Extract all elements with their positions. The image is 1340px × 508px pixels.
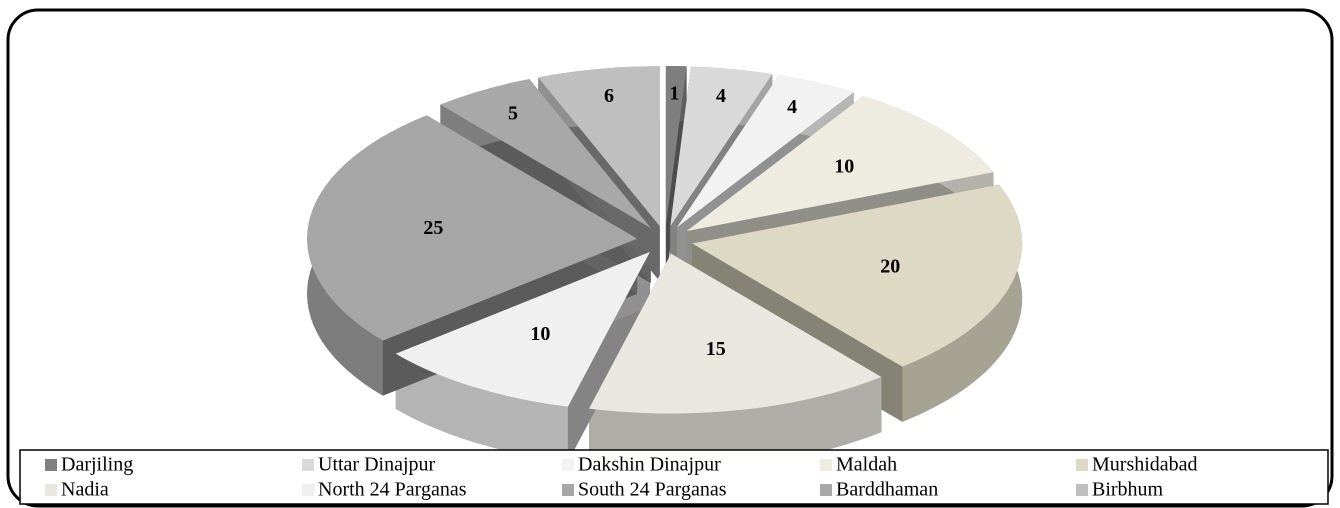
legend-label: Birbhum bbox=[1092, 479, 1164, 501]
legend-swatch bbox=[562, 459, 574, 471]
slice-tops bbox=[307, 66, 1023, 414]
legend-swatch bbox=[562, 484, 574, 496]
legend-label: Nadia bbox=[61, 479, 109, 501]
data-label: 4 bbox=[787, 96, 797, 118]
legend-label: North 24 Parganas bbox=[318, 479, 467, 501]
legend-label: Maldah bbox=[836, 454, 897, 476]
pie-slice bbox=[686, 95, 994, 232]
legend-label: Darjiling bbox=[61, 454, 133, 476]
data-label: 5 bbox=[508, 103, 518, 125]
legend-swatch bbox=[1076, 459, 1088, 471]
pie-slice bbox=[307, 115, 638, 341]
legend-swatch bbox=[45, 459, 57, 471]
data-label: 25 bbox=[423, 217, 443, 239]
pie-slice bbox=[440, 79, 651, 228]
data-label: 4 bbox=[716, 85, 726, 107]
data-label: 6 bbox=[604, 85, 614, 107]
slice-side bbox=[395, 353, 568, 462]
legend-swatch bbox=[820, 459, 832, 471]
data-label: 1 bbox=[669, 82, 679, 104]
legend-swatch bbox=[820, 484, 832, 496]
legend-box bbox=[19, 449, 1329, 505]
legend-label: Dakshin Dinajpur bbox=[578, 454, 721, 476]
data-label: 20 bbox=[880, 256, 900, 278]
data-label: 15 bbox=[706, 338, 726, 360]
pie-slice bbox=[538, 66, 660, 227]
data-labels: 1 4 4 10 20 15 10 25 5 6 bbox=[423, 82, 900, 360]
pie-slice bbox=[589, 253, 882, 414]
pie-slice bbox=[665, 66, 687, 227]
legend-swatch bbox=[1076, 484, 1088, 496]
legend-label: Murshidabad bbox=[1092, 454, 1198, 476]
legend-swatch bbox=[45, 484, 57, 496]
legend: Darjiling Uttar Dinajpur Dakshin Dinajpur M… bbox=[45, 454, 1198, 501]
slice-side bbox=[902, 184, 1023, 422]
pie-slice bbox=[395, 251, 650, 407]
legend-label: Barddhaman bbox=[836, 479, 938, 501]
slice-side bbox=[589, 376, 882, 469]
legend-label: South 24 Parganas bbox=[578, 479, 727, 501]
legend-swatch bbox=[302, 484, 314, 496]
data-label: 10 bbox=[834, 155, 854, 177]
legend-label: Uttar Dinajpur bbox=[318, 454, 436, 476]
pie-slice bbox=[676, 75, 854, 228]
data-label: 10 bbox=[530, 323, 550, 345]
legend-swatch bbox=[302, 459, 314, 471]
pie-slice bbox=[670, 66, 773, 227]
pie-slice bbox=[692, 184, 1023, 367]
